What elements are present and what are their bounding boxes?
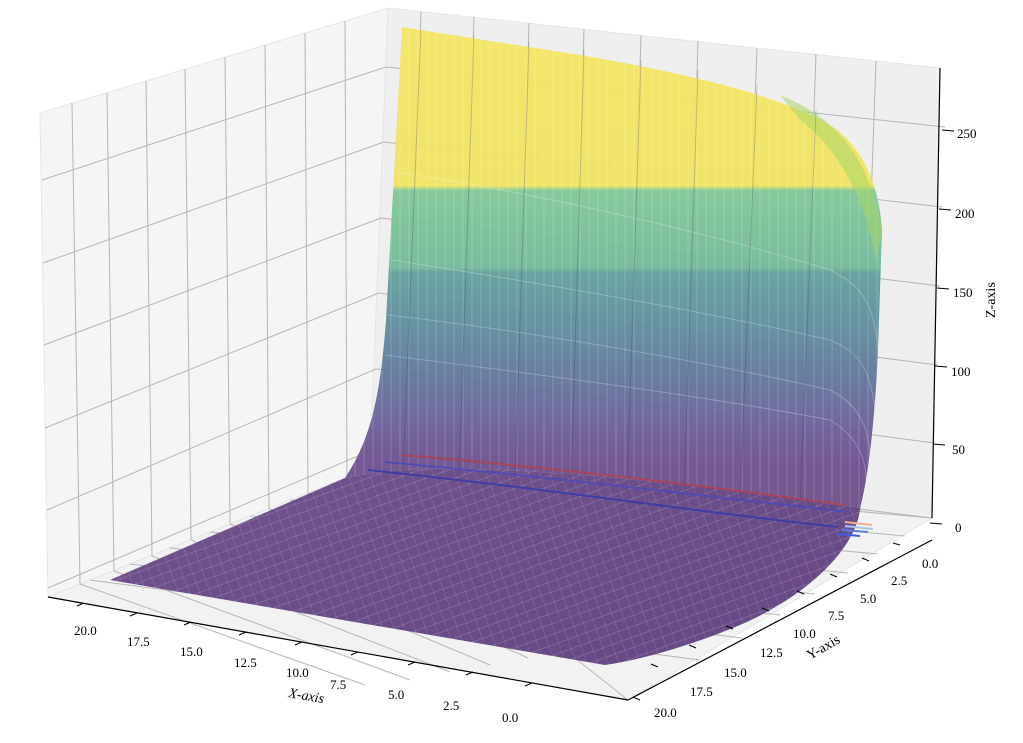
z-axis-tick-labels: 0 50 100 150 200 250 [951, 126, 977, 535]
x-axis-label: X-axis [286, 686, 325, 707]
contour-line-red [401, 454, 846, 506]
z-tick-label: 250 [957, 126, 977, 141]
x-axis-tick-labels: 20.0 17.5 15.0 12.5 10.0 7.5 5.0 2.5 0.0 [74, 623, 518, 725]
x-tick-label: 0.0 [502, 710, 518, 725]
contour-lines [367, 454, 874, 537]
y-tick-label: 7.5 [828, 608, 844, 623]
contour-line-blue-1 [384, 461, 851, 513]
y-tick-label: 12.5 [760, 645, 783, 660]
x-tick-label: 10.0 [286, 665, 309, 680]
y-tick-label: 5.0 [860, 591, 876, 606]
x-axis-ticks [76, 602, 533, 687]
z-tick-label: 200 [955, 206, 975, 221]
y-tick-label: 17.5 [690, 684, 713, 699]
y-tick-label: 10.0 [793, 626, 816, 641]
contour-line-blue-4 [837, 533, 861, 537]
surface [110, 27, 882, 665]
y-tick-label: 2.5 [891, 573, 907, 588]
y-axis-ticks [632, 542, 901, 701]
y-tick-label: 0.0 [922, 556, 938, 571]
x-tick-label: 7.5 [330, 677, 346, 692]
x-tick-label: 5.0 [388, 687, 404, 702]
y-axis-line [627, 539, 933, 701]
z-axis-label: Z-axis [984, 282, 999, 318]
y-axis-tick-labels: 0.0 2.5 5.0 7.5 10.0 12.5 15.0 17.5 20.0 [654, 556, 938, 720]
z-tick-label: 0 [955, 520, 962, 535]
x-tick-label: 20.0 [74, 623, 97, 638]
y-tick-label: 15.0 [724, 665, 747, 680]
z-tick-label: 150 [953, 285, 973, 300]
x-tick-label: 15.0 [180, 644, 203, 659]
x-tick-label: 17.5 [127, 634, 150, 649]
z-axis-line [931, 67, 941, 519]
surface-edge-band [780, 95, 882, 260]
contour-line-peach [844, 521, 873, 526]
contour-line-lightblue [844, 525, 874, 530]
x-tick-label: 12.5 [234, 655, 257, 670]
contour-line-blue-2 [367, 469, 839, 528]
y-tick-label: 20.0 [654, 705, 677, 720]
z-tick-label: 50 [952, 442, 965, 457]
z-tick-label: 100 [951, 364, 971, 379]
contour-line-blue-3 [841, 529, 869, 533]
x-tick-label: 2.5 [443, 698, 459, 713]
z-axis-ticks [929, 129, 955, 525]
